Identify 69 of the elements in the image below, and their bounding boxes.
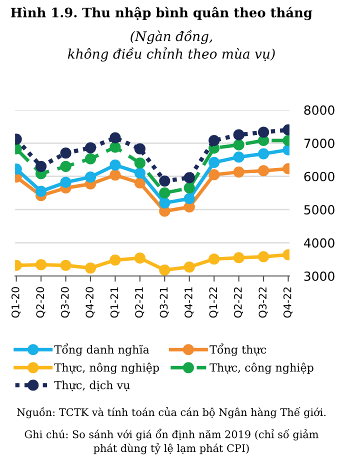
legend-label: Thực, dịch vụ [54, 380, 130, 392]
point [258, 165, 270, 176]
point [35, 160, 47, 172]
text: Ghi chú: So sánh với giá ổn định năm 2019 (chỉ số giảm phát dùng tỷ lệ lạm phát CPI) [24, 428, 318, 454]
y-tick-label: 5000 [304, 205, 334, 215]
point [184, 193, 195, 204]
legend-label: Tổng danh nghĩa [54, 344, 150, 356]
text: Nguồn: TCTK và tính toán của cán bộ Ngân hàng Thế giới. [17, 407, 326, 418]
point [184, 261, 195, 273]
point [110, 169, 121, 181]
point [208, 156, 220, 168]
chart-title: Hình 1.9. Thu nhập bình quân theo tháng [10, 6, 312, 20]
point [258, 251, 270, 262]
point [233, 139, 244, 150]
x-tick-label: Q3-22 [258, 287, 268, 318]
point [208, 254, 220, 265]
point [233, 166, 244, 178]
point [134, 143, 146, 154]
legend-label: Thực, công nghiệp [210, 362, 314, 374]
x-tick-label: Q1-21 [110, 287, 120, 318]
point [60, 176, 72, 188]
y-tick-label: 7000 [304, 138, 334, 148]
point [159, 197, 170, 208]
point [258, 148, 270, 160]
point [184, 172, 195, 184]
point [110, 254, 121, 266]
point [110, 132, 121, 144]
y-tick-label: 8000 [304, 105, 334, 115]
legend-label: Thực, nông nghiệp [54, 362, 159, 374]
point [35, 259, 47, 270]
y-tick-label: 6000 [304, 172, 334, 182]
point [134, 177, 146, 189]
point [159, 175, 170, 187]
chart-subtitle: (Ngàn đồng, không điều chỉnh theo mùa vụ) [68, 30, 275, 62]
point [159, 187, 170, 199]
point [110, 142, 121, 153]
point [110, 160, 121, 171]
point [60, 260, 72, 271]
x-tick-label: Q4-21 [184, 287, 194, 318]
point [184, 182, 195, 194]
point [208, 134, 220, 146]
point [233, 152, 244, 163]
point [233, 252, 244, 264]
x-tick-label: Q2-20 [36, 287, 46, 318]
point [134, 158, 146, 169]
point [233, 129, 244, 140]
x-tick-label: Q1-20 [11, 287, 21, 318]
x-tick-label: Q2-22 [234, 287, 244, 318]
point [60, 160, 72, 172]
point [60, 148, 72, 159]
y-tick-label: 4000 [304, 238, 334, 248]
point [134, 252, 146, 264]
x-tick-label: Q3-21 [160, 287, 169, 318]
point [84, 262, 96, 274]
x-tick-label: Q2-21 [135, 287, 144, 318]
point [134, 167, 146, 179]
x-tick-label: Q3-20 [60, 287, 70, 318]
point [258, 126, 270, 138]
legend-label: Tổng thực [210, 344, 266, 356]
point [208, 169, 220, 180]
x-tick-label: Q1-22 [209, 287, 218, 318]
point [84, 171, 96, 183]
point [35, 186, 47, 197]
x-tick-label: Q4-22 [283, 287, 292, 318]
y-tick-label: 3000 [304, 271, 334, 281]
point [159, 264, 170, 276]
point [84, 153, 96, 164]
x-tick-label: Q4-20 [86, 287, 95, 318]
point [84, 142, 96, 154]
